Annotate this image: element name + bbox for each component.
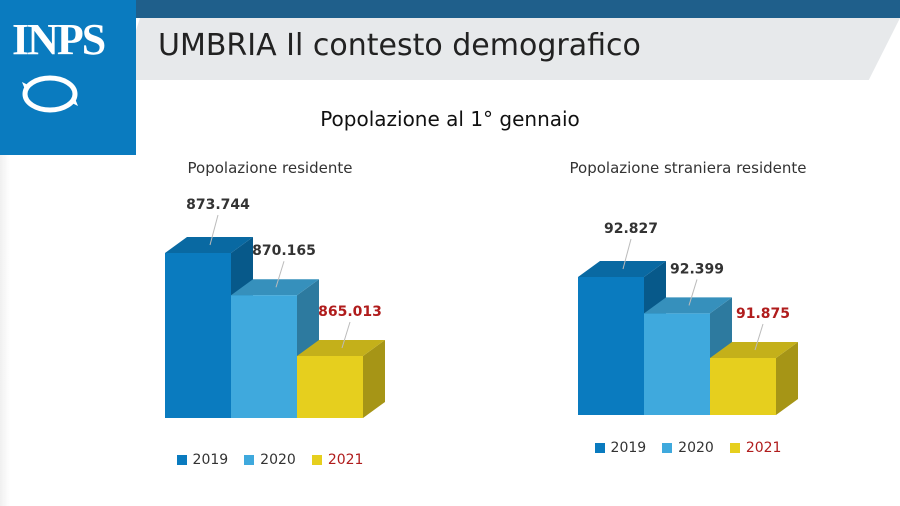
data-label-2021: 865.013 xyxy=(318,304,382,320)
legend-swatch xyxy=(594,443,605,453)
chart-title: Popolazione straniera residente xyxy=(569,159,807,177)
label-leader-line xyxy=(209,214,219,246)
legend-swatch xyxy=(662,443,673,453)
legend-label: 2020 xyxy=(260,452,296,468)
bar-front xyxy=(710,358,776,415)
legend-item-2020: 2020 xyxy=(244,452,296,468)
bar-2021 xyxy=(297,340,385,418)
label-leader-line xyxy=(754,323,764,351)
label-leader-line xyxy=(341,321,351,349)
bar-front xyxy=(644,313,710,415)
legend-label: 2021 xyxy=(745,440,782,456)
legend-item-2020: 2020 xyxy=(662,440,714,456)
data-label-2020: 870.165 xyxy=(252,243,316,259)
bar-front xyxy=(297,356,363,418)
legend-swatch xyxy=(176,455,187,465)
title-band xyxy=(120,18,900,80)
slide-subtitle: Popolazione al 1° gennaio xyxy=(320,107,580,131)
bar-2019 xyxy=(165,237,253,418)
bar-front xyxy=(165,253,231,418)
top-bar xyxy=(0,0,900,18)
bar-2020 xyxy=(644,297,732,415)
logo-arrows-icon xyxy=(22,75,78,113)
logo-text: INPS xyxy=(12,15,106,64)
legend-swatch xyxy=(244,455,255,465)
legend-swatch xyxy=(311,455,322,465)
data-label-2019: 873.744 xyxy=(186,197,250,213)
inps-logo: INPS xyxy=(0,0,136,155)
bar-front xyxy=(231,295,297,418)
bar-side xyxy=(776,342,798,415)
slide-edge-shadow xyxy=(0,155,10,506)
data-label-2020: 92.399 xyxy=(670,261,724,277)
legend-label: 2020 xyxy=(678,440,714,456)
legend-item-2019: 2019 xyxy=(594,440,647,456)
chart-legend: 2019 2020 2021 xyxy=(538,440,838,456)
chart-title: Popolazione residente xyxy=(187,159,353,177)
bar-top xyxy=(644,297,732,314)
bar-2021 xyxy=(710,342,798,415)
legend-label: 2019 xyxy=(192,452,229,468)
legend-item-2019: 2019 xyxy=(176,452,229,468)
bar-top xyxy=(297,340,385,356)
data-label-2019: 92.827 xyxy=(604,221,658,237)
legend-item-2021: 2021 xyxy=(729,440,782,456)
bar-top xyxy=(165,237,253,253)
bar-side xyxy=(363,340,385,418)
chart-svg: 92.827 92.399 91.875 xyxy=(578,221,798,415)
bar-top xyxy=(578,261,666,277)
label-leader-line xyxy=(275,261,285,288)
chart-svg: 873.744 870.165 865.013 xyxy=(165,197,385,418)
label-leader-line xyxy=(688,279,698,306)
label-leader-line xyxy=(622,238,632,270)
slide-title: UMBRIA Il contesto demografico xyxy=(158,28,641,63)
legend-label: 2021 xyxy=(327,452,364,468)
data-label-2021: 91.875 xyxy=(736,306,790,322)
bar-top xyxy=(231,279,319,296)
chart-popolazione-straniera: Popolazione straniera residente 92.827 92… xyxy=(538,150,838,490)
legend-label: 2019 xyxy=(610,440,647,456)
chart-legend: 2019 2020 2021 xyxy=(120,452,420,468)
chart-popolazione-residente: Popolazione residente 873.744 870.165 865.… xyxy=(120,150,420,490)
bar-top xyxy=(710,342,798,358)
legend-swatch xyxy=(729,443,740,453)
legend-item-2021: 2021 xyxy=(311,452,364,468)
bar-front xyxy=(578,277,644,415)
